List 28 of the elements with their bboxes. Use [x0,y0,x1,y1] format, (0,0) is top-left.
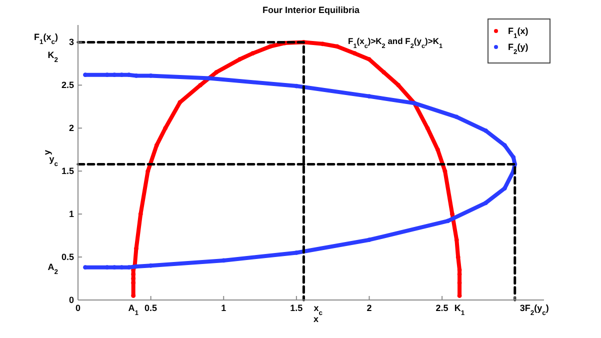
text: A$_{2}$ [48,262,58,276]
x-tick-label: 0.5 [144,303,158,313]
legend-label: F$_{1}$(x) [508,26,528,40]
annotation: y$_{c}$ [49,154,58,168]
x-tick-label: 2 [366,303,372,313]
y-tick-label: 0.5 [61,252,74,262]
legend-label: F$_{2}$(y) [508,42,528,56]
x-tick-label: 1 [221,303,226,313]
y-tick-label: 2.5 [61,80,74,90]
annotation: F$_{2}$(y$_{c}$) [524,303,549,316]
x-tick-label: 0 [75,303,81,313]
text: K$_{2}$ [48,50,58,64]
annotation: A$_{1}$ [128,303,139,316]
x-tick-label: 2.5 [436,303,448,313]
y-tick-label: 1 [68,209,74,220]
annotation: x$_{c}$ [314,303,323,316]
text: F$_{1}$(x$_{c}$)>K$_{2}$ and F$_{2}$(y$_{c}$)>K$_{1}$ [348,36,443,50]
y-tick-label: 3 [68,37,74,48]
chart-title: Four Interior Equilibria [262,5,360,15]
annotation: F$_{1}$(x$_{c}$) [34,32,58,46]
y-tick-label: 0 [68,295,74,305]
y-axis-title: y [42,150,52,156]
y-tick-label: 2 [68,123,74,134]
y-tick-label: 1.5 [61,166,74,176]
x-tick-label: 3 [520,303,525,313]
annotation: K$_{1}$ [454,303,465,316]
x-axis-title: x [313,314,319,324]
x-tick-label: 1.5 [290,303,303,313]
